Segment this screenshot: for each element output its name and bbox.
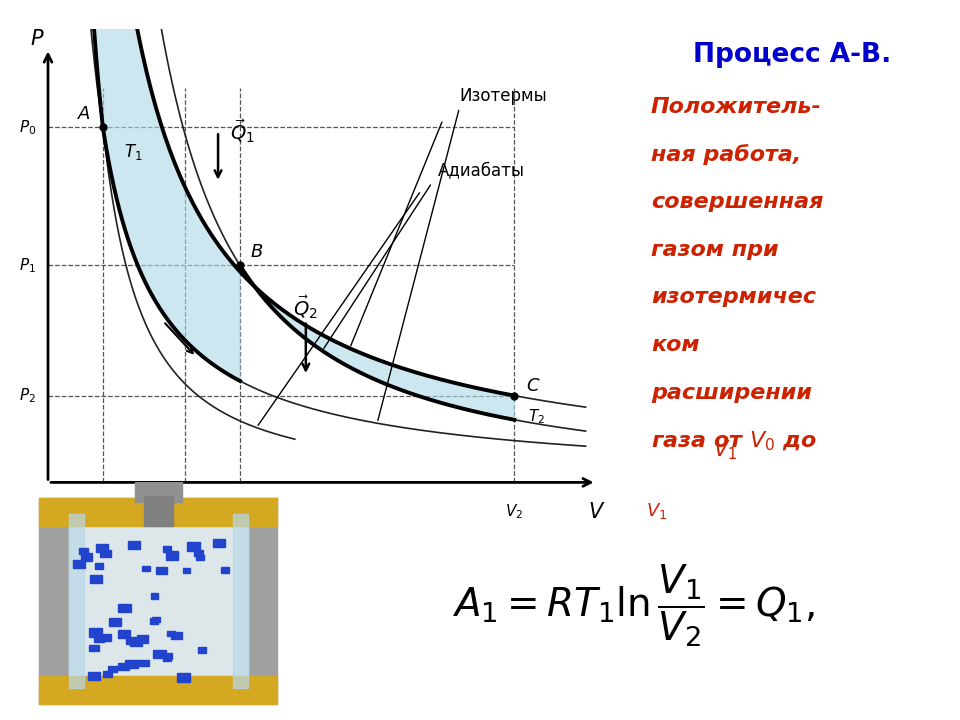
- Bar: [166, 552, 179, 560]
- Bar: [39, 677, 277, 704]
- Bar: [89, 644, 100, 651]
- Text: расширении: расширении: [651, 382, 812, 402]
- Bar: [152, 617, 159, 622]
- Bar: [90, 575, 102, 582]
- Text: ком: ком: [651, 335, 700, 355]
- Bar: [138, 660, 149, 667]
- Bar: [163, 655, 171, 661]
- Bar: [82, 553, 92, 561]
- Bar: [118, 630, 131, 638]
- Text: $V_3$: $V_3$: [176, 502, 194, 521]
- Bar: [126, 636, 136, 644]
- Bar: [79, 548, 87, 554]
- Bar: [177, 673, 190, 682]
- Bar: [232, 514, 248, 688]
- Bar: [125, 660, 137, 668]
- Bar: [69, 514, 248, 688]
- Bar: [103, 671, 112, 677]
- Bar: [153, 649, 166, 659]
- Text: $P$: $P$: [30, 29, 44, 48]
- Bar: [143, 496, 173, 526]
- Bar: [172, 632, 181, 639]
- Bar: [141, 566, 150, 572]
- Bar: [100, 634, 110, 641]
- Text: $A_1 = RT_1\ln\dfrac{V_1}{V_2} = Q_1,$: $A_1 = RT_1\ln\dfrac{V_1}{V_2} = Q_1,$: [452, 562, 815, 649]
- Text: Положитель-: Положитель-: [651, 97, 822, 117]
- Bar: [194, 549, 203, 556]
- Text: $V_1$: $V_1$: [231, 502, 249, 521]
- Bar: [163, 546, 171, 552]
- Text: $P_2$: $P_2$: [19, 386, 36, 405]
- Text: $B$: $B$: [250, 243, 263, 261]
- Bar: [118, 603, 132, 612]
- Text: газа от $V_0$ до: газа от $V_0$ до: [651, 431, 817, 454]
- Bar: [167, 631, 175, 636]
- Bar: [73, 560, 84, 568]
- Bar: [95, 564, 103, 569]
- Bar: [151, 593, 158, 598]
- Bar: [150, 618, 158, 624]
- Bar: [164, 654, 173, 659]
- Text: изотермичес: изотермичес: [651, 287, 816, 307]
- Bar: [168, 551, 178, 557]
- Text: $V_2$: $V_2$: [505, 502, 523, 521]
- Text: Процесс А-В.: Процесс А-В.: [693, 42, 891, 68]
- Bar: [213, 539, 226, 546]
- Text: $T_1$: $T_1$: [124, 142, 142, 162]
- Text: $C$: $C$: [526, 377, 540, 395]
- Text: $V_1$: $V_1$: [712, 438, 737, 462]
- Bar: [101, 549, 111, 557]
- Text: газом при: газом при: [651, 240, 779, 260]
- Text: $\vec{Q}_1$: $\vec{Q}_1$: [230, 117, 255, 145]
- Bar: [39, 498, 277, 526]
- Bar: [88, 672, 100, 680]
- Text: $V$: $V$: [588, 502, 606, 522]
- Bar: [196, 555, 204, 560]
- Text: Изотермы: Изотермы: [460, 87, 547, 105]
- Bar: [89, 628, 103, 636]
- Text: $V_1$: $V_1$: [646, 501, 667, 521]
- Bar: [128, 541, 139, 549]
- Bar: [108, 667, 117, 672]
- Polygon shape: [57, 0, 515, 420]
- Bar: [39, 498, 277, 704]
- Text: ная работа,: ная работа,: [651, 145, 802, 166]
- Bar: [94, 636, 104, 642]
- Bar: [69, 514, 84, 688]
- Text: $\vec{Q}_2$: $\vec{Q}_2$: [294, 293, 318, 320]
- Text: Адиабаты: Адиабаты: [438, 162, 525, 180]
- Text: $P_0$: $P_0$: [18, 118, 36, 137]
- Bar: [130, 638, 142, 646]
- Text: совершенная: совершенная: [651, 192, 824, 212]
- Text: $P_1$: $P_1$: [19, 256, 36, 275]
- Bar: [221, 567, 229, 573]
- Bar: [156, 567, 167, 574]
- Bar: [198, 647, 206, 653]
- Text: $A$: $A$: [77, 104, 90, 122]
- Bar: [136, 635, 148, 642]
- Bar: [134, 482, 182, 503]
- Bar: [118, 662, 130, 670]
- Bar: [109, 618, 121, 626]
- Text: $T_2$: $T_2$: [528, 408, 544, 426]
- Bar: [96, 544, 108, 552]
- Bar: [182, 568, 190, 573]
- Text: $V_0$: $V_0$: [93, 502, 112, 521]
- Bar: [187, 542, 200, 551]
